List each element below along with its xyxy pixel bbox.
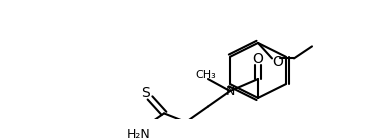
Text: N: N: [225, 85, 235, 98]
Text: S: S: [142, 86, 150, 100]
Text: CH₃: CH₃: [196, 70, 217, 80]
Text: O: O: [253, 52, 263, 66]
Text: H₂N: H₂N: [127, 127, 151, 139]
Text: O: O: [273, 55, 283, 69]
